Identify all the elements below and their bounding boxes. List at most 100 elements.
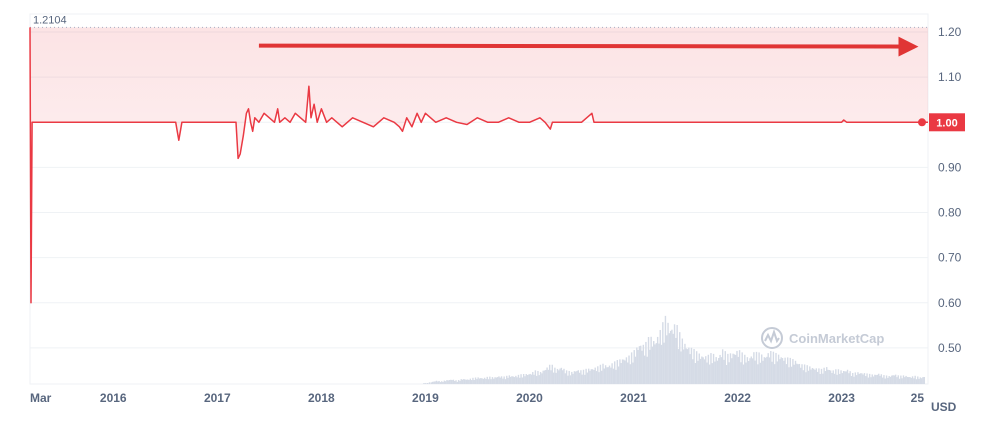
volume-bar xyxy=(668,333,671,384)
volume-bar xyxy=(597,366,599,384)
volume-bar xyxy=(803,364,806,384)
volume-bar xyxy=(738,350,741,384)
volume-bar xyxy=(706,362,708,384)
volume-bar xyxy=(680,351,682,384)
volume-bar xyxy=(577,370,579,384)
volume-bar xyxy=(477,377,479,384)
volume-bar xyxy=(545,369,547,384)
volume-bar xyxy=(472,377,474,384)
volume-bar xyxy=(837,369,840,384)
price-area xyxy=(30,27,928,303)
volume-bar xyxy=(845,371,847,384)
volume-bar xyxy=(854,372,857,384)
volume-bar xyxy=(911,376,914,384)
volume-bar xyxy=(729,353,732,384)
volume-bar xyxy=(885,375,888,384)
volume-bar xyxy=(832,370,834,384)
volume-bar xyxy=(871,374,873,384)
volume-bar xyxy=(667,322,669,384)
y-tick-label: 0.90 xyxy=(938,160,962,174)
volume-bar xyxy=(464,379,466,384)
volume-bar xyxy=(574,371,577,384)
volume-bar xyxy=(611,363,613,384)
volume-bar xyxy=(594,367,596,384)
volume-bar xyxy=(758,352,760,384)
volume-bar xyxy=(736,350,738,384)
volume-bar xyxy=(428,382,431,384)
y-tick-label: 0.50 xyxy=(938,341,962,355)
volume-bar xyxy=(430,382,433,384)
volume-bar xyxy=(517,374,520,384)
volume-bar xyxy=(516,377,518,384)
volume-bar xyxy=(692,359,694,384)
volume-bar xyxy=(607,367,609,384)
volume-bar xyxy=(559,368,561,384)
volume-bar xyxy=(435,380,438,384)
volume-bar xyxy=(781,358,784,384)
current-price-badge xyxy=(929,113,965,132)
volume-bar xyxy=(835,369,837,384)
volume-bar xyxy=(716,360,719,384)
x-tick-label: 2018 xyxy=(308,391,335,405)
x-tick-label: 2019 xyxy=(412,391,439,405)
volume-bar xyxy=(645,341,647,384)
volume-bar xyxy=(500,376,503,384)
volume-bar xyxy=(643,355,646,384)
volume-bar xyxy=(805,372,807,384)
volume-bar xyxy=(862,374,864,384)
volume-bar xyxy=(560,367,563,384)
volume-bar xyxy=(508,375,511,384)
volume-bar xyxy=(525,374,527,384)
volume-bar xyxy=(425,382,427,384)
volume-bar xyxy=(919,377,922,384)
volume-bar xyxy=(533,374,535,384)
y-tick-label: 0.60 xyxy=(938,296,962,310)
volume-bar xyxy=(879,375,881,384)
volume-bar xyxy=(457,380,460,384)
volume-bar xyxy=(848,373,850,384)
volume-bar xyxy=(673,324,676,384)
volume-bar xyxy=(836,374,838,384)
volume-bar xyxy=(914,375,916,384)
volume-bar xyxy=(780,357,782,384)
volume-bar xyxy=(655,343,658,384)
volume-bar xyxy=(647,337,650,384)
volume-bar xyxy=(852,373,854,384)
volume-bar xyxy=(637,349,639,384)
volume-bar xyxy=(651,346,654,384)
volume-bar xyxy=(451,380,453,384)
ath-label: 1.2104 xyxy=(33,14,67,26)
volume-bar xyxy=(512,376,514,384)
current-price-dot xyxy=(918,118,926,127)
volume-bar xyxy=(582,369,585,384)
volume-bar xyxy=(554,367,556,384)
volume-bar xyxy=(438,380,440,384)
volume-bar xyxy=(468,380,470,384)
y-tick-label: 1.10 xyxy=(938,70,962,84)
volume-bar xyxy=(863,373,866,384)
volume-bar xyxy=(820,368,823,384)
volume-bar xyxy=(448,380,451,384)
volume-bar xyxy=(584,374,586,384)
volume-bar xyxy=(816,371,819,384)
volume-bar xyxy=(641,350,643,384)
volume-bar xyxy=(798,363,801,384)
volume-bar xyxy=(760,354,763,384)
volume-bar xyxy=(689,354,691,384)
volume-bar xyxy=(772,351,775,384)
volume-bar xyxy=(676,324,678,384)
coinmarketcap-logo-icon xyxy=(761,327,783,349)
volume-bar xyxy=(515,375,517,384)
volume-bar xyxy=(628,355,630,384)
volume-bar xyxy=(538,375,540,384)
volume-bar xyxy=(904,377,906,384)
x-tick-label: 2016 xyxy=(100,391,127,405)
volume-bar xyxy=(650,336,652,384)
volume-bar xyxy=(757,364,759,384)
volume-bar xyxy=(653,341,655,384)
volume-bar xyxy=(741,352,743,384)
volume-bar xyxy=(459,380,461,384)
volume-bar xyxy=(491,377,494,384)
trend-arrow xyxy=(258,36,919,57)
volume-bar xyxy=(840,370,842,384)
